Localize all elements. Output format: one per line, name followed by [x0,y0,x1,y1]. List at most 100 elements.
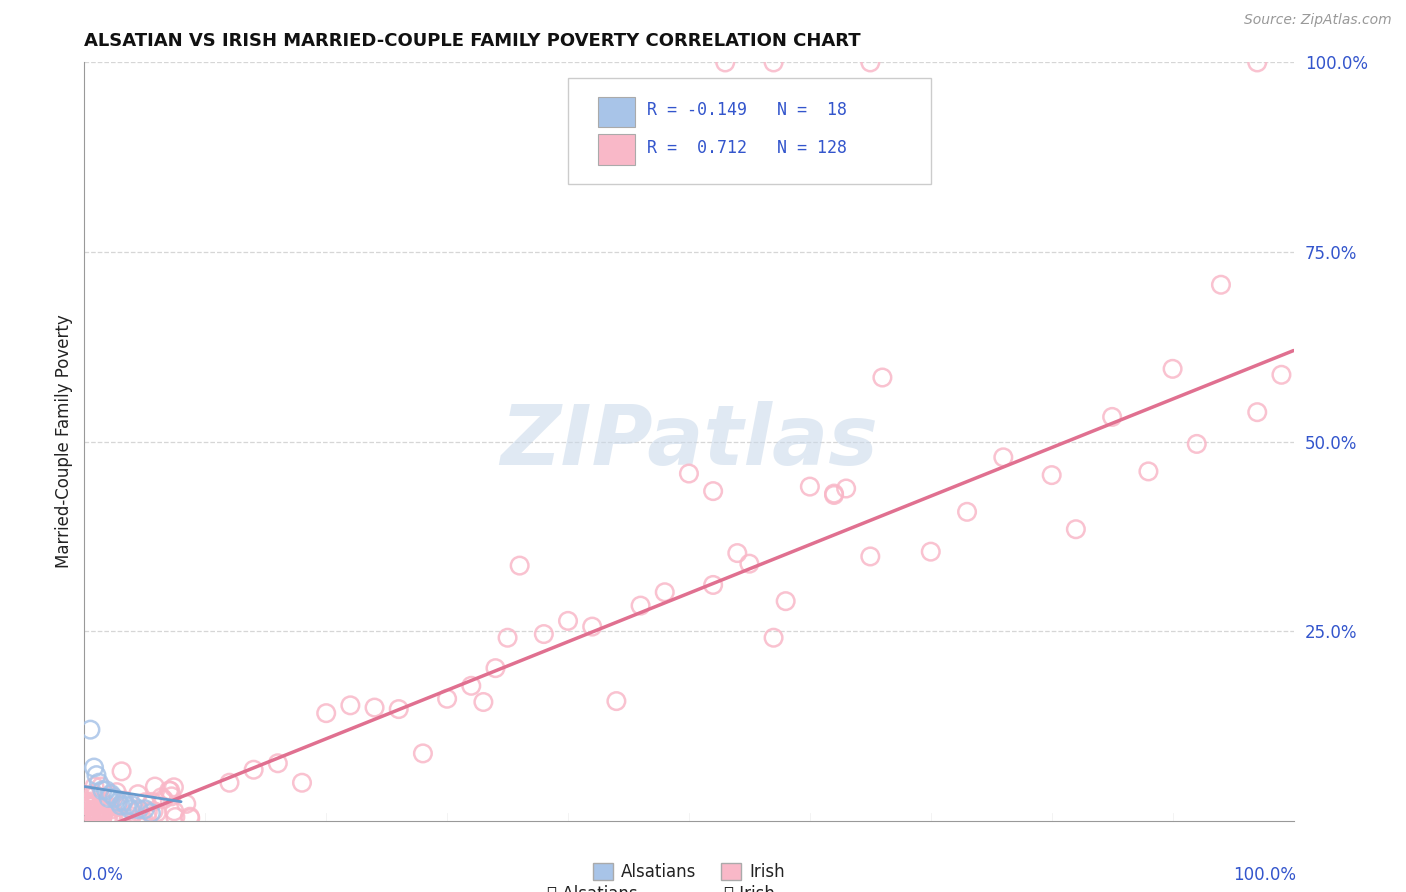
Point [179,811,201,825]
Point [112,795,135,809]
Point [762,55,785,70]
Point [859,55,882,70]
Point [98,789,121,803]
Point [630,599,652,613]
Point [141,795,163,809]
Point [101,791,124,805]
Text: R =  0.712   N = 128: R = 0.712 N = 128 [647,139,846,157]
Point [80,798,103,813]
Point [75,797,97,812]
Point [702,484,724,499]
Point [412,747,434,761]
Point [714,55,737,70]
Point [79,723,101,737]
Point [75,789,97,803]
Text: Source: ZipAtlas.com: Source: ZipAtlas.com [1244,13,1392,28]
Point [136,805,159,819]
Bar [599,135,634,165]
Point [702,578,724,592]
Point [152,792,174,806]
Point [83,760,105,774]
Point [90,813,112,827]
Point [1246,55,1268,70]
Point [125,804,148,818]
Point [142,804,165,818]
Point [460,679,482,693]
Point [75,797,97,811]
Point [124,805,146,820]
Point [76,795,98,809]
Point [859,549,882,564]
Point [101,808,124,822]
Point [388,702,411,716]
Point [101,813,124,827]
Point [1161,361,1184,376]
Point [1064,522,1087,536]
Point [920,544,942,558]
Point [872,370,894,384]
Point [581,619,603,633]
Point [654,585,676,599]
Point [100,787,122,801]
Point [775,594,797,608]
Text: ZIPatlas: ZIPatlas [501,401,877,482]
Point [101,812,124,826]
Point [242,763,264,777]
Point [132,813,155,827]
Point [1270,368,1292,382]
Point [80,794,103,808]
Point [150,790,173,805]
Point [157,783,180,797]
Point [127,787,149,801]
Point [84,807,107,822]
Point [121,798,143,813]
Point [956,505,979,519]
Point [110,764,132,779]
Point [823,488,845,502]
Point [112,794,135,808]
Point [1101,409,1123,424]
Point [84,789,107,803]
Point [1185,437,1208,451]
Point [146,805,169,820]
Point [83,812,105,826]
Point [75,812,97,826]
Point [94,802,117,816]
Point [139,806,162,821]
Point [134,795,156,809]
Text: ALSATIAN VS IRISH MARRIED-COUPLE FAMILY POVERTY CORRELATION CHART: ALSATIAN VS IRISH MARRIED-COUPLE FAMILY … [84,32,860,50]
Point [104,791,127,805]
Point [108,813,131,827]
Point [90,780,112,794]
Point [84,797,107,811]
Point [291,776,314,790]
Bar [599,96,634,127]
Text: ⬛ Alsatians: ⬛ Alsatians [547,885,637,892]
Point [1209,277,1232,292]
Point [83,780,105,794]
Point [557,614,579,628]
Point [160,789,183,804]
Text: R = -0.149   N =  18: R = -0.149 N = 18 [647,101,846,120]
Legend: Alsatians, Irish: Alsatians, Irish [586,856,792,888]
Point [97,791,120,805]
Point [533,627,555,641]
Point [105,810,128,824]
Point [94,783,117,797]
Point [163,780,186,795]
Point [75,806,97,821]
Point [363,700,385,714]
Point [738,557,761,571]
Point [96,802,118,816]
Point [96,797,118,812]
Point [97,811,120,825]
Point [107,800,129,814]
Point [436,691,458,706]
Point [75,806,97,821]
Point [86,768,108,782]
Point [84,805,107,820]
Point [105,785,128,799]
Point [100,789,122,803]
Point [605,694,627,708]
Point [87,813,110,827]
